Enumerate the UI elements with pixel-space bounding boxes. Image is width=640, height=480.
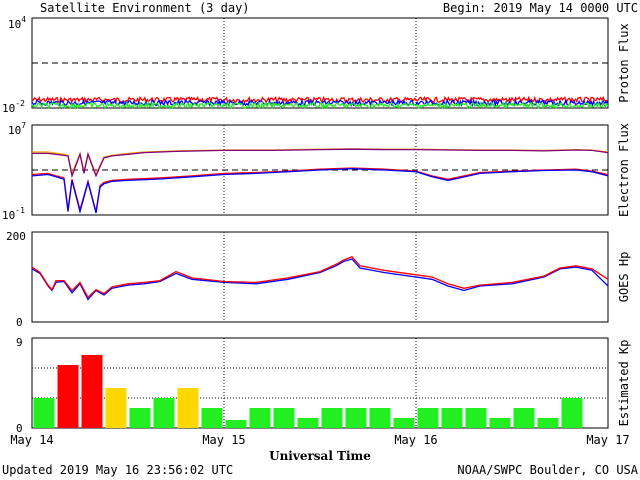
chart-title: Satellite Environment (3 day) (40, 1, 250, 15)
electron-series-red (31, 167, 609, 213)
proton-panel-frame (31, 17, 609, 109)
goes-ytick-top: 200 (6, 230, 26, 243)
kp-panel-frame (31, 337, 609, 429)
kp-bar (441, 408, 463, 428)
kp-bar (81, 355, 103, 428)
kp-bar (57, 365, 79, 428)
kp-bar (417, 408, 439, 428)
kp-bar (489, 418, 511, 428)
kp-bar (273, 408, 295, 428)
x-axis-title: Universal Time (269, 449, 371, 463)
proton-ytick-top: 104 (8, 15, 26, 31)
credit-label: NOAA/SWPC Boulder, CO USA (457, 463, 638, 477)
kp-bar (105, 388, 127, 428)
kp-bar (345, 408, 367, 428)
kp-bar (177, 388, 199, 428)
kp-bar (201, 408, 223, 428)
kp-bar (513, 408, 535, 428)
kp-bar (321, 408, 343, 428)
updated-label: Updated 2019 May 16 23:56:02 UTC (2, 463, 233, 477)
proton-series-red (31, 95, 609, 105)
xtick-may15: May 15 (202, 433, 245, 447)
kp-bar (153, 398, 175, 428)
estimated-kp-label: Estimated Kp (617, 340, 631, 427)
begin-label: Begin: 2019 May 14 0000 UTC (443, 1, 638, 15)
electron-ytick-top: 107 (8, 121, 26, 137)
kp-bar (225, 420, 247, 428)
goes-panel-frame (31, 231, 609, 323)
kp-bar (537, 418, 559, 428)
kp-bar (393, 418, 415, 428)
kp-bar (33, 398, 55, 428)
kp-ytick-bottom: 0 (16, 422, 23, 435)
kp-bar (249, 408, 271, 428)
proton-ytick-bottom: 10-2 (2, 99, 25, 115)
kp-bar (369, 408, 391, 428)
electron-ytick-bottom: 10-1 (2, 206, 25, 222)
goes-series-red (31, 256, 609, 299)
xtick-may16: May 16 (394, 433, 437, 447)
xtick-may17: May 17 (586, 433, 629, 447)
xtick-may14: May 14 (10, 433, 53, 447)
proton-series-green (31, 100, 609, 111)
goes-series-blue (31, 258, 609, 301)
kp-ytick-top: 9 (16, 336, 23, 349)
goes-ytick-bottom: 0 (16, 316, 23, 329)
kp-bar (561, 398, 583, 428)
proton-flux-label: Proton Flux (617, 23, 631, 102)
goes-hp-label: GOES Hp (617, 252, 631, 303)
kp-bar (129, 408, 151, 428)
electron-series-blue (31, 168, 609, 215)
electron-series-purple (32, 148, 609, 179)
kp-bar (465, 408, 487, 428)
kp-bar (297, 418, 319, 428)
electron-flux-label: Electron Flux (617, 123, 631, 217)
